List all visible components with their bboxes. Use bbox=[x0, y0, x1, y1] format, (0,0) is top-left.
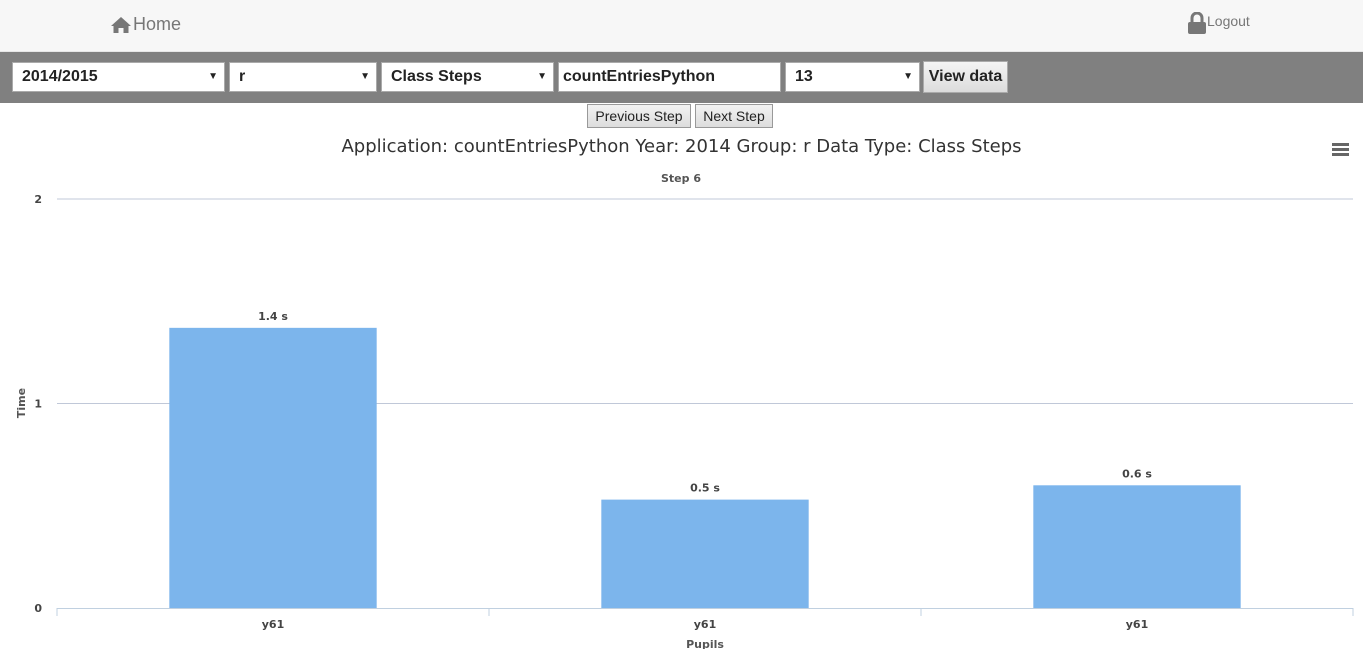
data-type-select[interactable]: Class Steps ▼ bbox=[381, 62, 554, 92]
y-tick-label: 2 bbox=[34, 193, 42, 206]
chevron-down-icon: ▼ bbox=[360, 71, 370, 82]
chart-title: Application: countEntriesPython Year: 20… bbox=[341, 136, 1022, 157]
bar bbox=[169, 327, 377, 608]
x-tick-label: y61 bbox=[694, 618, 716, 631]
logout-label: Logout bbox=[1207, 13, 1250, 29]
chart-menu-icon[interactable] bbox=[1332, 143, 1352, 159]
group-select[interactable]: r ▼ bbox=[229, 62, 377, 92]
x-tick-label: y61 bbox=[262, 618, 284, 631]
next-step-button[interactable]: Next Step bbox=[695, 104, 773, 128]
chevron-down-icon: ▼ bbox=[903, 71, 913, 82]
home-label: Home bbox=[133, 14, 182, 34]
y-tick-label: 1 bbox=[34, 398, 42, 411]
data-label: 0.6 s bbox=[1122, 467, 1152, 480]
data-type-select-value: Class Steps bbox=[391, 68, 482, 85]
step-select-value: 13 bbox=[795, 68, 813, 85]
home-icon bbox=[111, 16, 131, 33]
lock-icon bbox=[1188, 12, 1206, 34]
x-axis-title: Pupils bbox=[686, 638, 724, 649]
step-select[interactable]: 13 ▼ bbox=[785, 62, 920, 92]
bar bbox=[601, 499, 809, 608]
logout-link[interactable]: Logout bbox=[1187, 12, 1250, 34]
application-input-value: countEntriesPython bbox=[563, 68, 716, 85]
navbar: Home Logout bbox=[0, 0, 1363, 52]
application-input[interactable]: countEntriesPython bbox=[558, 62, 781, 92]
previous-step-button[interactable]: Previous Step bbox=[587, 104, 691, 128]
y-tick-label: 0 bbox=[34, 602, 42, 615]
bar bbox=[1033, 485, 1241, 608]
group-select-value: r bbox=[239, 68, 246, 85]
year-select[interactable]: 2014/2015 ▼ bbox=[12, 62, 225, 92]
filter-toolbar: 2014/2015 ▼ r ▼ Class Steps ▼ countEntri… bbox=[0, 52, 1363, 103]
chevron-down-icon: ▼ bbox=[537, 71, 547, 82]
chart-subtitle: Step 6 bbox=[661, 172, 701, 185]
year-select-value: 2014/2015 bbox=[22, 68, 98, 85]
bar-chart: Step 6 0 1 2 1.4 s y61 0.5 s y61 0.6 s y61 Time Pup… bbox=[15, 172, 1354, 649]
data-label: 0.5 s bbox=[690, 482, 720, 495]
view-data-button[interactable]: View data bbox=[923, 61, 1008, 93]
data-label: 1.4 s bbox=[258, 310, 288, 323]
y-axis-title: Time bbox=[15, 388, 28, 418]
chevron-down-icon: ▼ bbox=[208, 71, 218, 82]
home-link[interactable]: Home bbox=[110, 14, 181, 35]
x-tick-label: y61 bbox=[1126, 618, 1148, 631]
